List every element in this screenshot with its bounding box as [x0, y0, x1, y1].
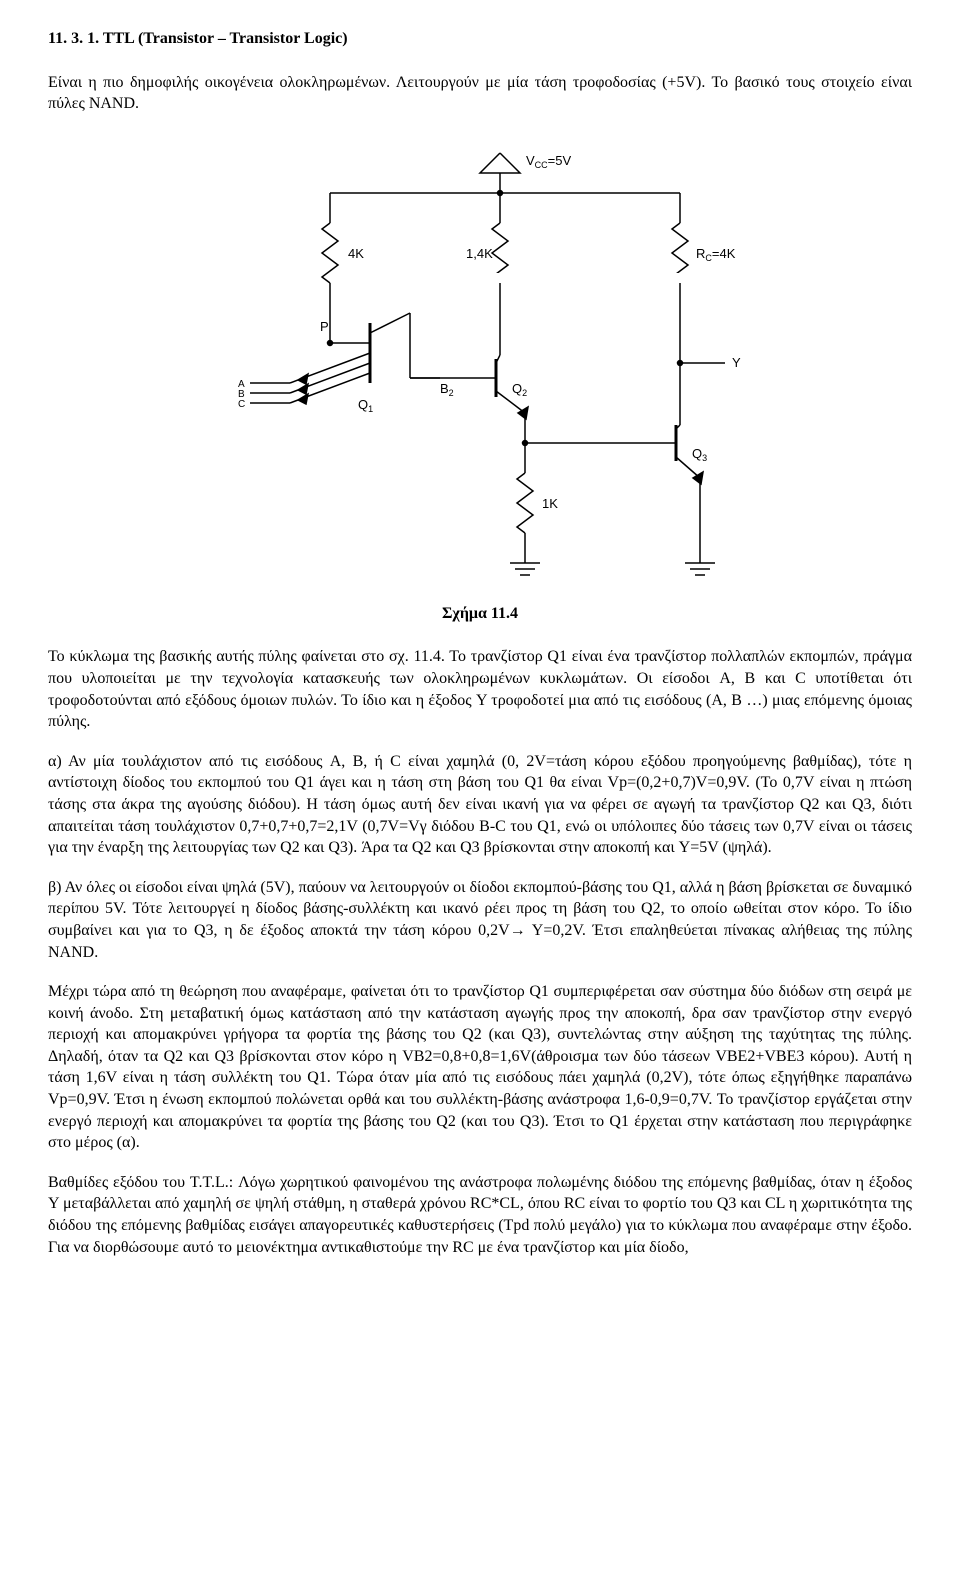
r2-label: 1,4K: [466, 246, 493, 261]
rk-label: 1K: [542, 496, 558, 511]
figure-caption: Σχήμα 11.4: [48, 603, 912, 625]
section-heading: 11. 3. 1. TTL (Transistor – Transistor L…: [48, 28, 912, 50]
intro-paragraph: Είναι η πιο δημοφιλής οικογένεια ολοκληρ…: [48, 72, 912, 115]
rc-label: RC=4K: [696, 246, 736, 263]
vcc-label: VCC=5V: [526, 153, 571, 170]
paragraph-2: α) Αν μία τουλάχιστον από τις εισόδους A…: [48, 751, 912, 859]
paragraph-5: Βαθμίδες εξόδου του T.T.L.: Λόγω χωρητικ…: [48, 1172, 912, 1258]
q1-label: Q1: [358, 397, 373, 414]
circuit-figure: VCC=5V 4K 1,4K RC=4K 1K P Y Q1 Q2 Q3 B2 …: [180, 133, 780, 593]
paragraph-4: Μέχρι τώρα από τη θεώρηση που αναφέραμε,…: [48, 981, 912, 1154]
paragraph-3: β) Αν όλες οι είσοδοι είναι ψηλά (5V), π…: [48, 877, 912, 963]
y-label: Y: [732, 355, 741, 370]
p-label: P: [320, 319, 329, 334]
paragraph-1: Το κύκλωμα της βασικής αυτής πύλης φαίνε…: [48, 646, 912, 732]
r1-label: 4K: [348, 246, 364, 261]
input-c-label: C: [238, 399, 245, 410]
